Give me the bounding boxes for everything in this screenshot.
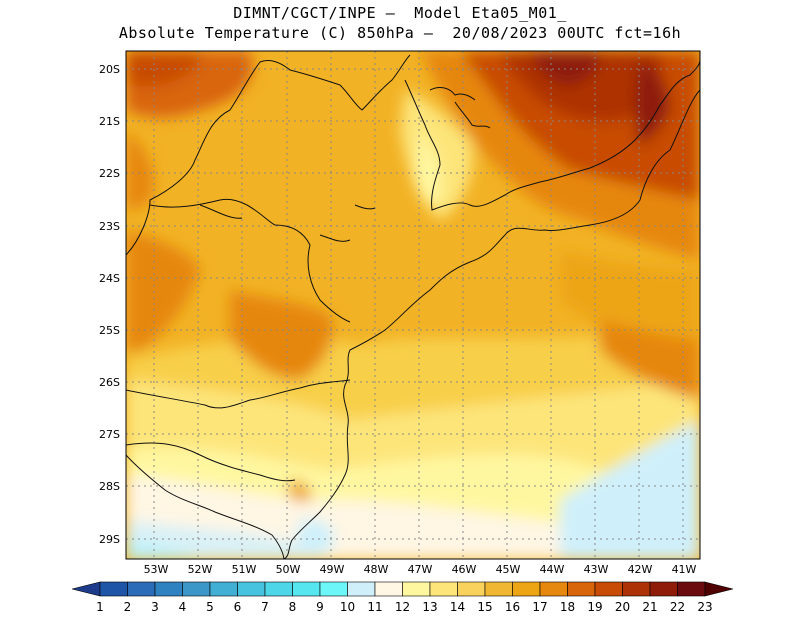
colorbar-label: 17 [532,600,547,614]
lat-label-24s: 24S [99,272,120,285]
graticule [126,51,700,559]
colorbar-label: 11 [367,600,382,614]
colorbar-segment [209,581,238,597]
colorbar-label: 2 [124,600,132,614]
colorbar-label: 6 [234,600,242,614]
lon-label-45w: 45W [496,563,521,576]
colorbar-segment [457,581,486,597]
chart-title-line-2: Absolute Temperature (C) 850hPa – 20/08/… [118,24,682,42]
colorbar-segment [539,581,568,597]
colorbar-segment [154,581,183,597]
lon-label-43w: 43W [584,563,609,576]
colorbar: 1 2 3 4 5 6 7 8 9 10 11 12 13 14 15 16 17 18 19 20 21 22 23 [71,581,734,614]
colorbar-segment [264,581,293,597]
colorbar-label: 20 [615,600,630,614]
colorbar-label: 15 [477,600,492,614]
colorbar-segment [99,581,128,597]
colorbar-segment [484,581,513,597]
colorbar-label: 9 [316,600,324,614]
lon-label-46w: 46W [452,563,477,576]
colorbar-label: 7 [261,600,269,614]
colorbar-segment [429,581,458,597]
lat-label-23s: 23S [99,220,120,233]
colorbar-label: 22 [670,600,685,614]
lon-label-51w: 51W [232,563,257,576]
latitude-axis: 20S 21S 22S 23S 24S 25S 26S 27S 28S 29S [99,63,120,546]
lon-label-52w: 52W [188,563,213,576]
lat-label-28s: 28S [99,480,120,493]
colorbar-label: 4 [179,600,187,614]
colorbar-segment [677,581,706,597]
colorbar-segment [567,581,596,597]
colorbar-label: 21 [642,600,657,614]
colorbar-label: 12 [395,600,410,614]
lon-label-41w: 41W [672,563,697,576]
lon-label-48w: 48W [364,563,389,576]
lon-label-53w: 53W [144,563,169,576]
colorbar-label: 14 [450,600,465,614]
chart-title-line-1: DIMNT/CGCT/INPE – Model Eta05_M01_ [233,4,567,22]
colorbar-label: 1 [96,600,104,614]
colorbar-segment [512,581,541,597]
colorbar-label: 3 [151,600,159,614]
lat-label-22s: 22S [99,167,120,180]
lat-label-25s: 25S [99,324,120,337]
colorbar-segment [237,581,266,597]
colorbar-segment [319,581,348,597]
colorbar-label: 23 [697,600,712,614]
colorbar-segment [649,581,678,597]
colorbar-label: 10 [340,600,355,614]
lat-label-20s: 20S [99,63,120,76]
colorbar-segment [347,581,376,597]
lat-label-27s: 27S [99,428,120,441]
coastline-and-borders [126,54,700,559]
colorbar-arrow-high [704,581,734,597]
lon-label-44w: 44W [540,563,565,576]
map-frame [125,50,701,560]
temperature-field [126,51,700,559]
colorbar-segment [374,581,403,597]
lon-label-47w: 47W [408,563,433,576]
lon-label-50w: 50W [276,563,301,576]
colorbar-segment [622,581,651,597]
colorbar-label: 5 [206,600,214,614]
colorbar-segment [127,581,156,597]
colorbar-segment [594,581,623,597]
lat-label-26s: 26S [99,376,120,389]
lon-label-49w: 49W [320,563,345,576]
lon-label-42w: 42W [628,563,653,576]
colorbar-arrow-low [71,581,101,597]
colorbar-segment [402,581,431,597]
colorbar-segment [182,581,211,597]
lat-label-29s: 29S [99,533,120,546]
colorbar-label: 19 [587,600,602,614]
colorbar-label: 16 [505,600,520,614]
colorbar-label: 18 [560,600,575,614]
colorbar-label: 8 [289,600,297,614]
colorbar-segment [292,581,321,597]
colorbar-label: 13 [422,600,437,614]
longitude-axis: 53W 52W 51W 50W 49W 48W 47W 46W 45W 44W … [144,563,697,576]
lat-label-21s: 21S [99,115,120,128]
